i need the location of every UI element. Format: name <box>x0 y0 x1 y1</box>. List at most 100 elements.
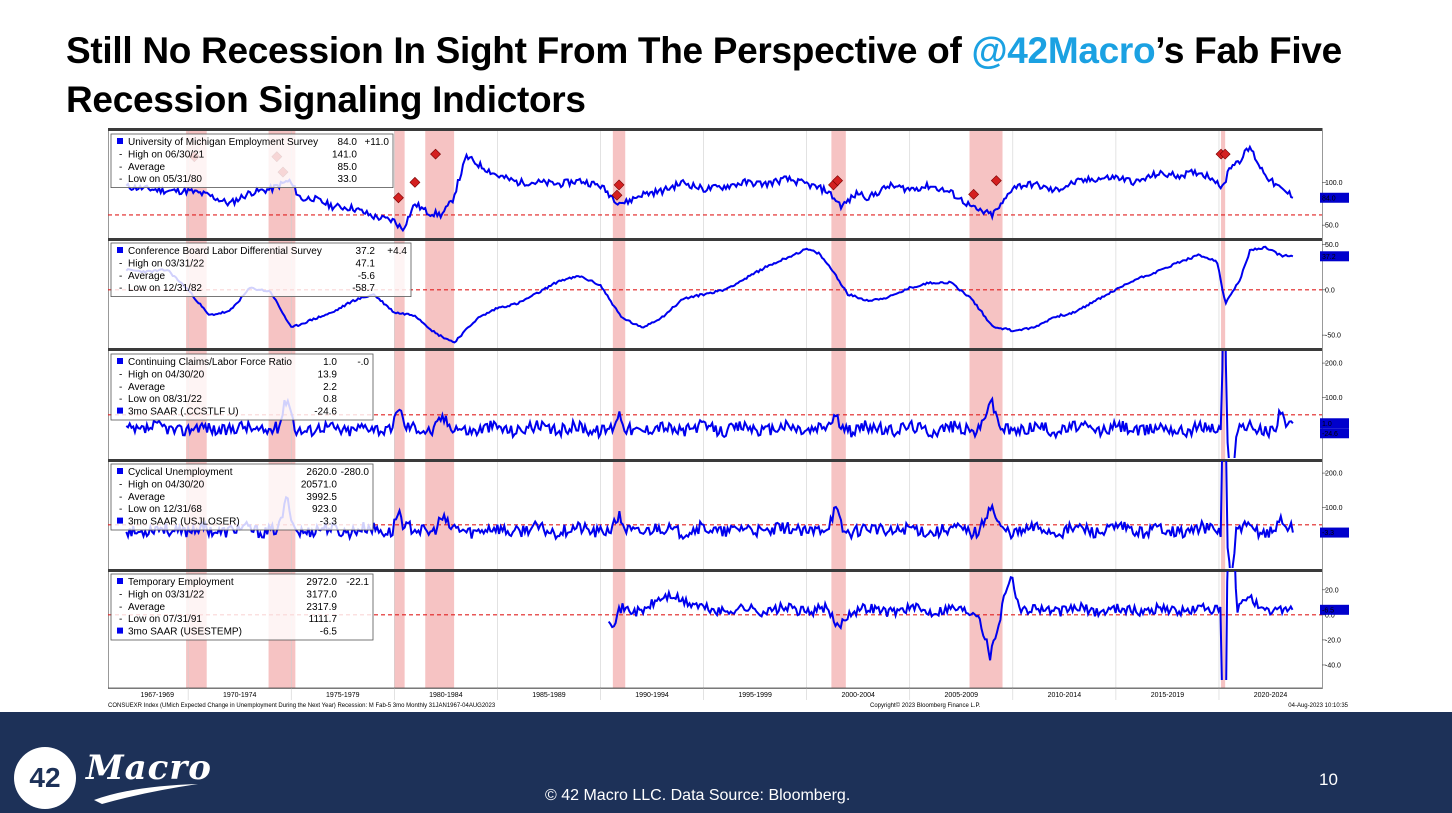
legend-swatch <box>117 517 123 524</box>
legend-label: Average <box>128 492 166 503</box>
x-tick-label: 1970-1974 <box>223 692 257 699</box>
panel-separator <box>108 348 1322 351</box>
y-tick-label: -50.0 <box>1325 333 1341 340</box>
legend-label: Average <box>128 382 166 393</box>
title-handle[interactable]: @42Macro <box>971 30 1156 71</box>
last-value-box <box>1320 604 1349 615</box>
legend-swatch <box>117 407 123 414</box>
legend-change: +11.0 <box>364 137 389 148</box>
legend-bullet: - <box>119 589 122 600</box>
legend-bullet: - <box>119 271 122 282</box>
legend-value: 2317.9 <box>306 602 337 613</box>
page-number: 10 <box>1319 770 1338 789</box>
legend-value: -58.7 <box>352 283 375 294</box>
last-value-box-2 <box>1320 428 1349 439</box>
y-tick-label: 50.0 <box>1325 223 1339 230</box>
legend-label: University of Michigan Employment Survey <box>128 137 318 148</box>
legend-value: 1.0 <box>323 357 337 368</box>
legend-label: High on 03/31/22 <box>128 589 205 600</box>
legend-label: 3mo SAAR (USESTEMP) <box>128 627 242 638</box>
last-value-box <box>1320 251 1349 262</box>
legend-label: Cyclical Unemployment <box>128 467 233 478</box>
legend-value: 33.0 <box>338 174 358 185</box>
legend-bullet: - <box>119 382 122 393</box>
x-tick-label: 2010-2014 <box>1048 692 1082 699</box>
legend-label: Low on 07/31/91 <box>128 614 202 625</box>
legend-box <box>110 133 394 188</box>
legend-value: -5.6 <box>358 271 376 282</box>
legend-label: High on 04/30/20 <box>128 479 205 490</box>
legend-label: Temporary Employment <box>128 577 234 588</box>
legend-value: 923.0 <box>312 504 337 515</box>
y-tick-label: 100.0 <box>1325 395 1343 402</box>
recession-signal-marker <box>430 148 441 160</box>
legend-swatch <box>117 358 123 364</box>
recession-band <box>1221 128 1226 688</box>
legend-swatch <box>117 627 123 634</box>
legend-bullet: - <box>119 174 122 185</box>
panel-separator <box>108 569 1322 572</box>
legend-value: -3.3 <box>320 517 338 528</box>
x-tick-label: 2015-2019 <box>1151 692 1185 699</box>
y-tick-label: 100.0 <box>1325 505 1343 512</box>
y-tick-label: 100.0 <box>1325 180 1343 187</box>
legend-value: 37.2 <box>356 246 376 257</box>
recession-signal-marker <box>832 175 843 187</box>
y-tick-label: 0.0 <box>1325 612 1335 619</box>
legend-label: Low on 12/31/68 <box>128 504 202 515</box>
legend-value: 20571.0 <box>301 479 338 490</box>
last-value-label: -6.5 <box>1322 607 1334 614</box>
legend-box <box>110 353 374 421</box>
legend-box <box>110 573 374 641</box>
legend-value: 2620.0 <box>306 467 337 478</box>
x-tick-label: 1967-1969 <box>140 692 174 699</box>
legend-bullet: - <box>119 369 122 380</box>
y-tick-label: 200.0 <box>1325 361 1343 368</box>
logo-swoosh-icon <box>94 784 198 804</box>
last-value-box <box>1320 527 1349 538</box>
logo-badge: 42 <box>14 747 76 809</box>
series-line-umich <box>125 144 1294 233</box>
legend-label: Low on 12/31/82 <box>128 283 202 294</box>
recession-band <box>969 128 1003 688</box>
legend-value: 1111.7 <box>309 614 338 625</box>
recession-band <box>394 128 405 688</box>
x-tick-label: 1975-1979 <box>326 692 360 699</box>
recession-band <box>612 128 626 688</box>
source-line: CONSUEXR Index (UMich Expected Change in… <box>108 703 496 709</box>
legend-bullet: - <box>119 258 122 269</box>
y-tick-label: 0.0 <box>1325 287 1335 294</box>
legend-bullet: - <box>119 162 122 173</box>
x-tick-label: 2005-2009 <box>945 692 979 699</box>
y-tick-label: 200.0 <box>1325 471 1343 478</box>
legend-bullet: - <box>119 504 122 515</box>
legend-label: 3mo SAAR (.CCSTLF U) <box>128 407 239 418</box>
legend-value: 3177.0 <box>306 589 337 600</box>
fab-five-chart: 50.0 100.0 84.0 University of Michigan Empl… <box>108 128 1349 709</box>
legend-swatch <box>117 247 123 253</box>
legend-bullet: - <box>119 602 122 613</box>
recession-signal-marker <box>968 188 980 200</box>
series-line-temporary <box>607 571 1294 680</box>
panel-separator <box>108 128 1322 131</box>
legend-bullet: - <box>119 149 122 160</box>
legend-value: 13.9 <box>318 369 338 380</box>
legend-change: -280.0 <box>341 467 370 478</box>
last-value-label: 84.0 <box>1322 195 1336 202</box>
y-tick-label: 50.0 <box>1325 242 1339 249</box>
recession-signal-marker <box>1219 148 1231 160</box>
recession-signal-marker <box>990 175 1002 187</box>
last-value-box <box>1320 192 1349 203</box>
title-suffix: ’s Fab Five Recession Signaling Indictor… <box>66 30 1342 120</box>
legend-label: Continuing Claims/Labor Force Ratio <box>128 357 292 368</box>
legend-swatch <box>117 138 123 144</box>
x-tick-label: 1990-1994 <box>635 692 669 699</box>
last-value-box <box>1320 418 1349 429</box>
footer-bar <box>0 712 1452 813</box>
legend-box <box>110 463 374 531</box>
legend-bullet: - <box>119 479 122 490</box>
legend-change: +4.4 <box>387 246 407 257</box>
y-tick-label: -20.0 <box>1325 637 1341 644</box>
legend-change: -22.1 <box>346 577 369 588</box>
legend-label: Low on 08/31/22 <box>128 394 202 405</box>
